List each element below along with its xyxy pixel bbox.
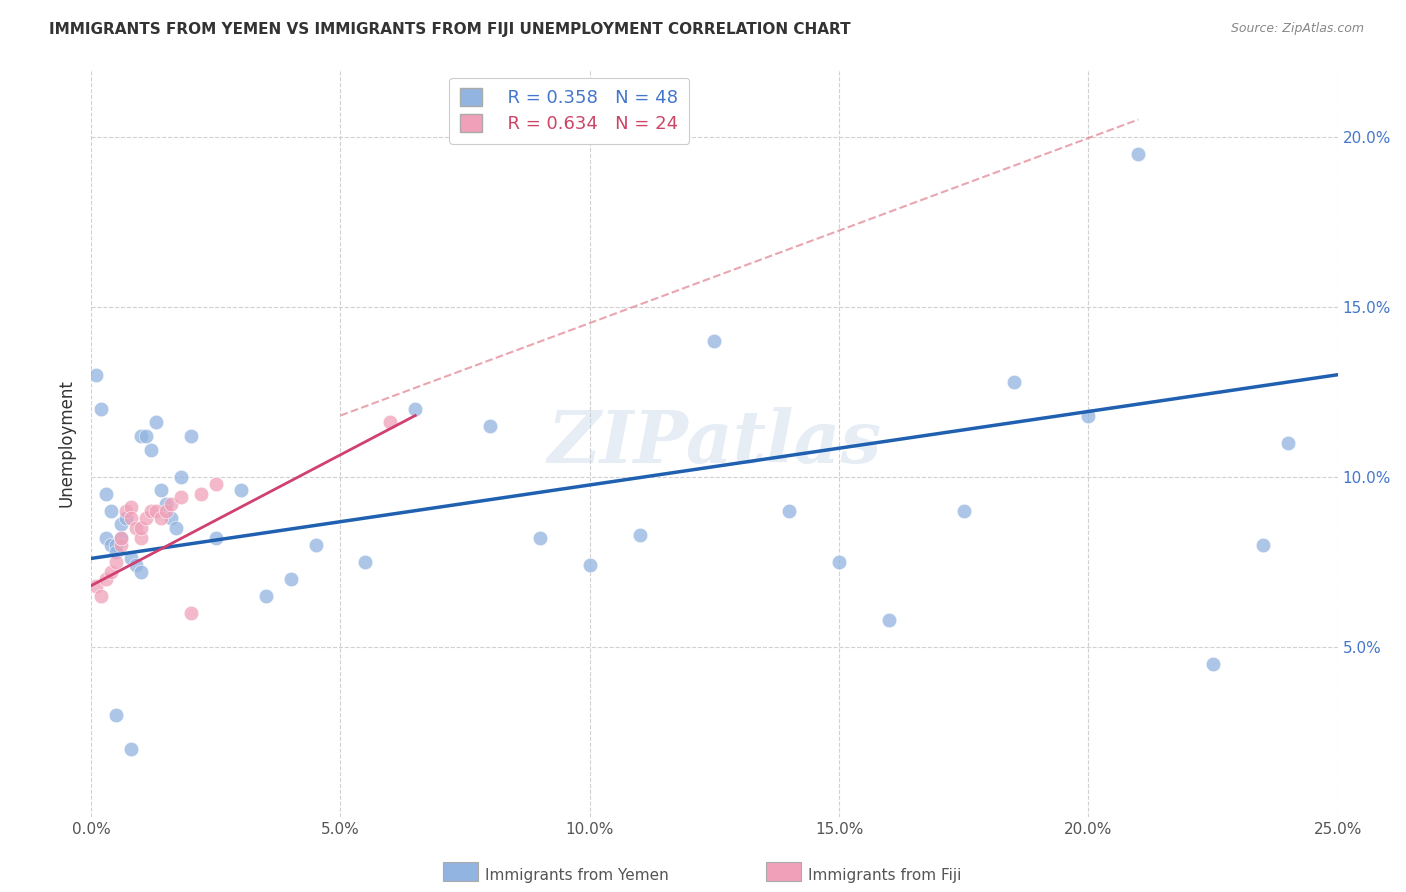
Point [129, 565, 152, 579]
Point [204, 476, 226, 491]
Point [170, 470, 193, 484]
Point [105, 555, 128, 569]
Point [877, 613, 900, 627]
Point [380, 415, 402, 429]
Legend:   R = 0.358   N = 48,   R = 0.634   N = 24: R = 0.358 N = 48, R = 0.634 N = 24 [450, 78, 689, 144]
Point [1251, 538, 1274, 552]
Point [952, 504, 974, 518]
Point [160, 497, 183, 511]
Point [125, 558, 148, 573]
Point [628, 527, 651, 541]
Text: Immigrants from Yemen: Immigrants from Yemen [485, 869, 669, 883]
Point [160, 510, 183, 524]
Point [105, 707, 128, 722]
Point [129, 521, 152, 535]
Point [135, 510, 157, 524]
Point [703, 334, 725, 348]
Point [129, 429, 152, 443]
Point [120, 500, 142, 515]
Text: Immigrants from Fiji: Immigrants from Fiji [808, 869, 962, 883]
Point [94, 531, 117, 545]
Point [1277, 435, 1299, 450]
Point [578, 558, 600, 573]
Point [479, 418, 502, 433]
Point [94, 487, 117, 501]
Point [115, 510, 138, 524]
Point [105, 538, 128, 552]
Point [90, 401, 112, 416]
Point [170, 490, 193, 504]
Point [149, 510, 172, 524]
Point [100, 504, 122, 518]
Point [180, 429, 202, 443]
Point [110, 538, 132, 552]
Point [100, 538, 122, 552]
Point [304, 538, 326, 552]
Point [84, 368, 107, 382]
Point [280, 572, 302, 586]
Point [1128, 146, 1150, 161]
Point [120, 551, 142, 566]
Point [180, 606, 202, 620]
Point [105, 544, 128, 558]
Point [139, 442, 162, 457]
Point [84, 579, 107, 593]
Point [190, 487, 212, 501]
Point [115, 504, 138, 518]
Point [1077, 409, 1099, 423]
Point [155, 497, 177, 511]
Text: ZIPatlas: ZIPatlas [547, 408, 882, 478]
Point [110, 517, 132, 532]
Point [204, 531, 226, 545]
Point [120, 742, 142, 756]
Point [155, 504, 177, 518]
Point [100, 565, 122, 579]
Point [110, 531, 132, 545]
Point [354, 555, 377, 569]
Point [90, 589, 112, 603]
Text: Source: ZipAtlas.com: Source: ZipAtlas.com [1230, 22, 1364, 36]
Point [129, 531, 152, 545]
Point [135, 429, 157, 443]
Point [1002, 375, 1025, 389]
Point [404, 401, 426, 416]
Point [828, 555, 851, 569]
Point [149, 483, 172, 498]
Text: IMMIGRANTS FROM YEMEN VS IMMIGRANTS FROM FIJI UNEMPLOYMENT CORRELATION CHART: IMMIGRANTS FROM YEMEN VS IMMIGRANTS FROM… [49, 22, 851, 37]
Point [120, 510, 142, 524]
Point [254, 589, 277, 603]
Point [145, 415, 167, 429]
Point [165, 521, 187, 535]
Point [110, 531, 132, 545]
Point [125, 521, 148, 535]
Point [139, 504, 162, 518]
Y-axis label: Unemployment: Unemployment [58, 379, 75, 507]
Point [529, 531, 551, 545]
Point [229, 483, 252, 498]
Point [778, 504, 800, 518]
Point [145, 504, 167, 518]
Point [1202, 657, 1225, 671]
Point [94, 572, 117, 586]
